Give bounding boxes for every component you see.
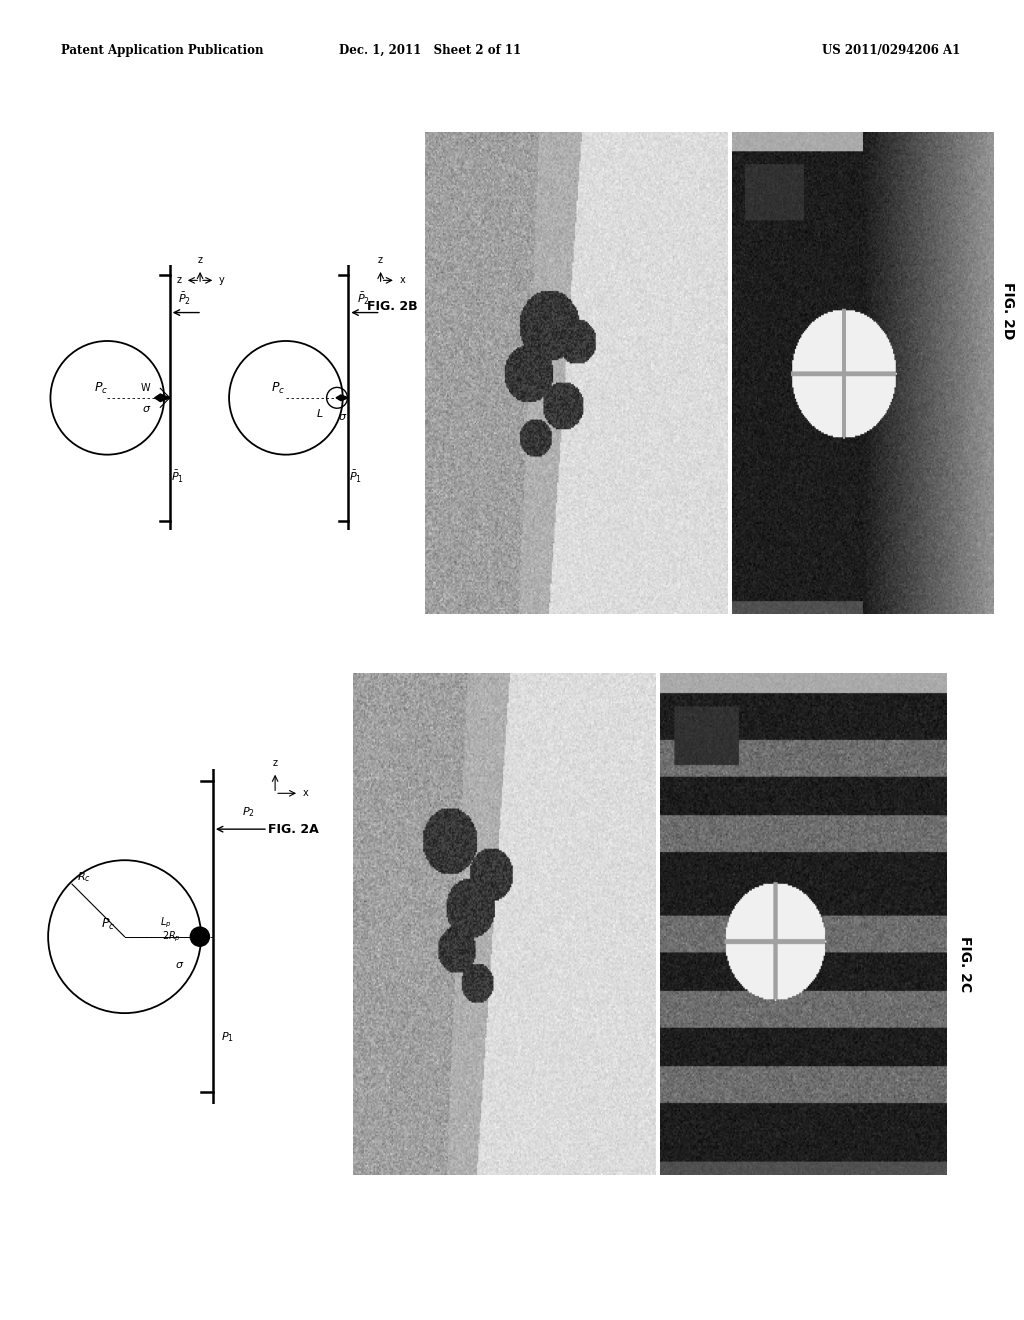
- Text: $2R_p$: $2R_p$: [162, 929, 181, 944]
- Circle shape: [190, 927, 210, 946]
- Text: $P_c$: $P_c$: [271, 380, 286, 396]
- Text: x: x: [399, 276, 406, 285]
- Text: FIG. 2C: FIG. 2C: [958, 936, 972, 991]
- Polygon shape: [155, 395, 170, 401]
- Text: z: z: [176, 276, 181, 285]
- Text: $L_p$: $L_p$: [160, 915, 171, 929]
- Text: FIG. 2D: FIG. 2D: [1001, 281, 1015, 339]
- Text: Dec. 1, 2011   Sheet 2 of 11: Dec. 1, 2011 Sheet 2 of 11: [339, 44, 521, 57]
- Text: US 2011/0294206 A1: US 2011/0294206 A1: [821, 44, 961, 57]
- Polygon shape: [336, 395, 348, 401]
- Text: $P_1$: $P_1$: [221, 1030, 233, 1044]
- Text: $L$: $L$: [316, 407, 324, 418]
- Text: $\bar{P}_2$: $\bar{P}_2$: [357, 292, 370, 308]
- Text: $\sigma$: $\sigma$: [338, 412, 347, 422]
- Text: FIG. 2B: FIG. 2B: [368, 301, 418, 313]
- Text: $P_c$: $P_c$: [100, 917, 115, 932]
- Text: $\bar{P}_1$: $\bar{P}_1$: [171, 470, 184, 486]
- Text: $P_2$: $P_2$: [243, 805, 255, 820]
- Text: $\sigma$: $\sigma$: [175, 961, 184, 970]
- Text: FIG. 2A: FIG. 2A: [268, 822, 318, 836]
- Text: z: z: [378, 255, 383, 265]
- Text: Patent Application Publication: Patent Application Publication: [61, 44, 264, 57]
- Text: $\sigma$: $\sigma$: [142, 404, 152, 414]
- Text: x: x: [303, 788, 308, 799]
- Text: W: W: [140, 383, 150, 393]
- Text: $\bar{P}_1$: $\bar{P}_1$: [349, 470, 362, 486]
- Text: z: z: [198, 255, 203, 265]
- Text: z: z: [272, 758, 278, 768]
- Text: $P_c$: $P_c$: [94, 380, 109, 396]
- Text: $R_c$: $R_c$: [77, 870, 91, 884]
- Text: $\bar{P}_2$: $\bar{P}_2$: [178, 292, 191, 308]
- Text: y: y: [219, 276, 225, 285]
